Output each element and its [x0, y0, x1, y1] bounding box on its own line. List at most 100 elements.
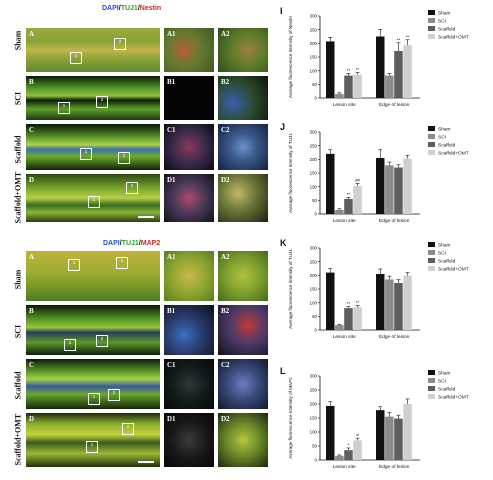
significance-label: **	[397, 37, 401, 42]
bar	[335, 325, 344, 330]
panel-letter: B	[29, 307, 34, 315]
y-tick-label: 50	[312, 314, 317, 319]
legend-label: Sham	[438, 11, 451, 17]
roi-box: 2	[114, 38, 126, 50]
panel-letter: D1	[167, 415, 176, 423]
y-tick-label: 300	[310, 246, 318, 251]
bar	[385, 279, 394, 330]
legend-label: Scaffold+OMT	[438, 151, 469, 157]
bar	[403, 158, 412, 214]
y-tick-label: 150	[310, 416, 318, 421]
stain-nestin: Nestin	[139, 5, 162, 12]
micrograph-top-C: C 1 2	[25, 123, 161, 171]
micrograph-top-C1: C1	[163, 123, 215, 171]
stain-sep: /	[119, 240, 122, 247]
legend-label: Sham	[438, 243, 451, 249]
y-tick-label: 250	[310, 388, 318, 393]
y-tick-label: 0	[315, 96, 318, 101]
bar	[394, 50, 403, 98]
x-category-label: Edge of lesion	[379, 218, 410, 224]
row-label-sham: Sham	[13, 269, 23, 290]
panel-letter: C1	[167, 361, 176, 369]
legend-label: Scaffold+OMT	[438, 267, 469, 273]
roi-box: 2	[122, 423, 134, 435]
stain-title-nestin: DAPI/TUJ1/Nestin	[102, 5, 161, 12]
y-tick-label: 50	[312, 444, 317, 449]
significance-label: *	[348, 442, 350, 447]
micrograph-top-B1: B1	[163, 75, 215, 121]
x-category-label: Lesion site	[333, 218, 356, 224]
row-label-scaffold-omt: Scaffold+OMT	[13, 171, 23, 224]
significance-label: **	[356, 300, 360, 305]
y-tick-label: 0	[315, 328, 318, 333]
panel-letter: C1	[167, 126, 176, 134]
panel-letter: K	[280, 238, 287, 248]
roi-box: 1	[80, 148, 92, 160]
y-tick-label: 50	[312, 82, 317, 87]
scale-bar	[138, 461, 154, 463]
bar	[376, 273, 385, 330]
row-label-sci: SCI	[13, 324, 23, 339]
stain-sep: /	[137, 5, 140, 12]
bar	[376, 36, 385, 98]
significance-label: **	[347, 192, 351, 197]
panel-letter: B1	[167, 307, 176, 315]
panel-letter: A	[29, 253, 35, 261]
legend-label: Scaffold	[438, 143, 456, 149]
panel-letter: D1	[167, 176, 176, 184]
roi-box: 1	[58, 102, 70, 114]
legend-swatch	[428, 378, 435, 383]
panel-letter: B2	[221, 307, 230, 315]
micrograph-top-A1: A1	[163, 27, 215, 73]
stain-title-map2: DAPI/TUJ1/MAP2	[103, 240, 160, 247]
y-tick-label: 300	[310, 374, 318, 379]
bar	[394, 167, 403, 214]
panel-letter: D	[29, 176, 35, 184]
legend-label: Scaffold	[438, 259, 456, 265]
micrograph-bottom-D: D 1 2	[25, 412, 161, 468]
panel-letter: A1	[167, 30, 176, 38]
y-tick-label: 200	[310, 402, 318, 407]
roi-box: 1	[88, 196, 100, 208]
y-tick-label: 100	[310, 184, 318, 189]
y-axis-label: Average fluorescence intensity of TUJ1	[288, 133, 293, 213]
micrograph-bottom-C1: C1	[163, 358, 215, 410]
stain-sep: /	[118, 5, 121, 12]
row-label-scaffold: Scaffold	[13, 371, 23, 400]
legend-swatch	[428, 10, 435, 15]
y-axis-label: Average fluorescence intensity of MAP2	[288, 377, 293, 459]
x-category-label: Edge of lesion	[379, 334, 410, 340]
panel-letter: B	[29, 78, 34, 86]
x-category-label: Edge of lesion	[379, 102, 410, 108]
roi-box: 2	[108, 389, 120, 401]
bar	[326, 41, 335, 98]
panel-letter: C2	[221, 361, 230, 369]
panel-letter: I	[280, 6, 283, 16]
significance-label: **	[347, 301, 351, 306]
bar	[385, 416, 394, 460]
legend-label: Scaffold+OMT	[438, 395, 469, 401]
bar	[385, 75, 394, 98]
roi-box: 1	[64, 339, 76, 351]
bar	[353, 74, 362, 98]
significance-label: **	[406, 34, 410, 39]
bar	[376, 157, 385, 214]
y-tick-label: 250	[310, 259, 318, 264]
scale-bar	[138, 216, 154, 218]
legend-swatch	[428, 18, 435, 23]
bar	[394, 282, 403, 330]
roi-box: 2	[96, 335, 108, 347]
micrograph-bottom-D2: D2	[217, 412, 269, 468]
legend-swatch	[428, 142, 435, 147]
roi-box: 2	[126, 182, 138, 194]
legend-label: Scaffold	[438, 387, 456, 393]
bar	[326, 272, 335, 330]
micrograph-bottom-B2: B2	[217, 304, 269, 356]
y-tick-label: 300	[310, 14, 318, 19]
bar	[385, 165, 394, 214]
panel-letter: C2	[221, 126, 230, 134]
bar	[335, 455, 344, 460]
legend-swatch	[428, 266, 435, 271]
panel-letter: L	[280, 366, 286, 376]
